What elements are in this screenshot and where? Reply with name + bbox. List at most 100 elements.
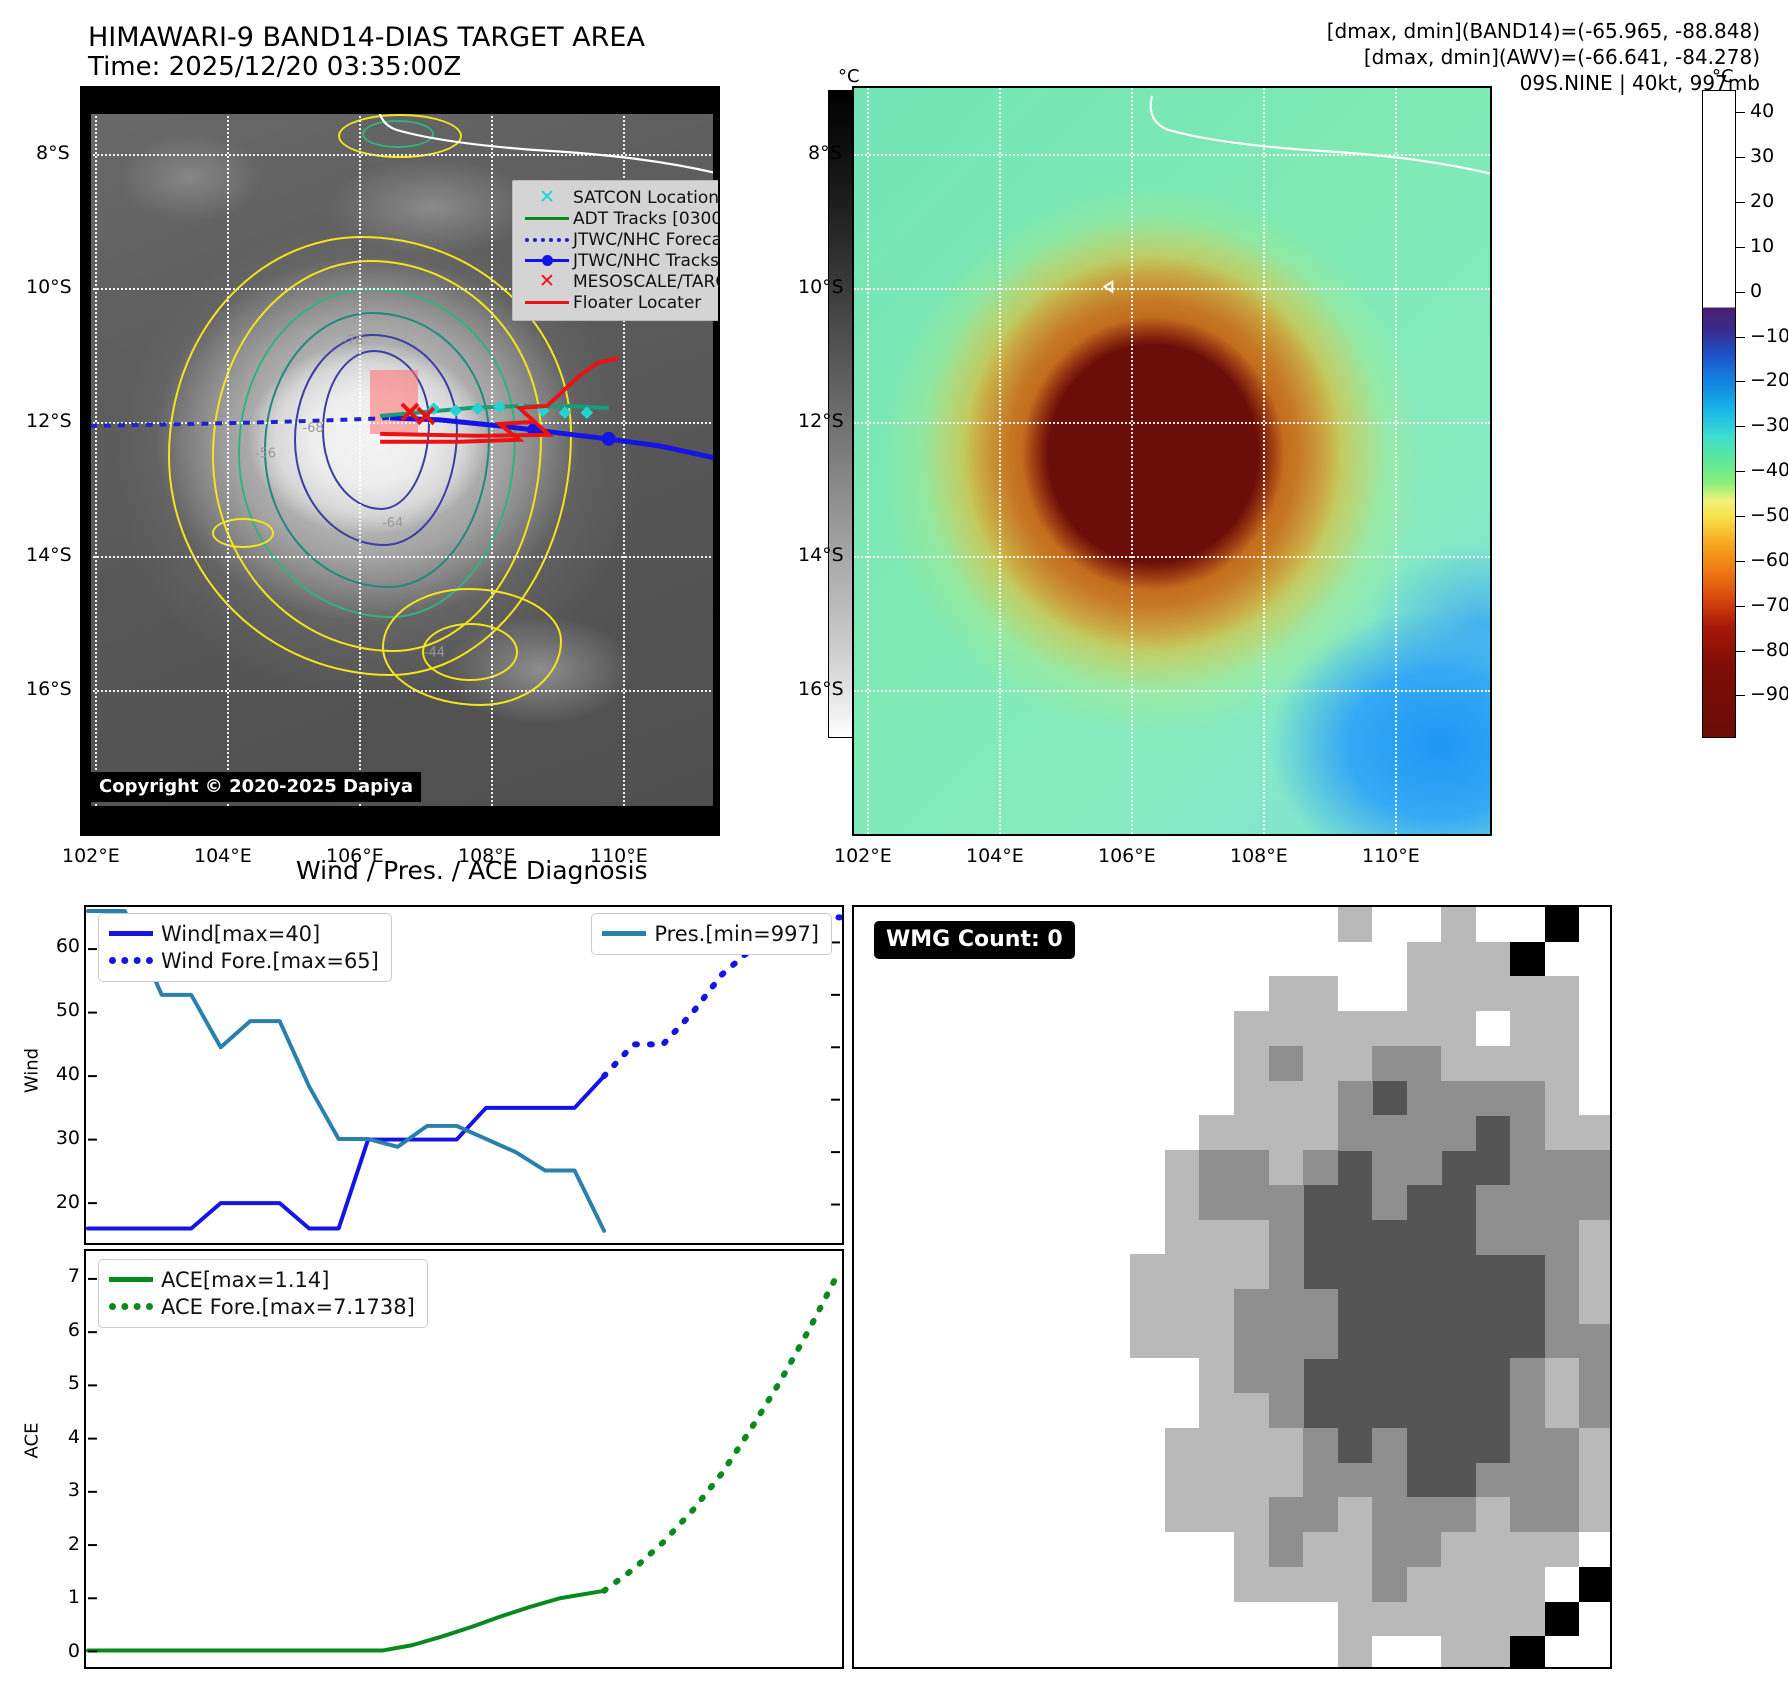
colorbar-tickmark (1736, 471, 1745, 473)
colorbar-tick-label: −30 (1750, 414, 1788, 437)
wmg-grid-cell (1544, 1115, 1581, 1151)
p2-grid-lon-104e (999, 88, 1001, 834)
wmg-grid-cell (1130, 1045, 1166, 1082)
wmg-grid-cell (923, 1011, 959, 1047)
wmg-grid-cell (1441, 1115, 1477, 1151)
wmg-grid-cell (1510, 1358, 1546, 1394)
wmg-grid-cell (1475, 976, 1511, 1012)
legend-item-jtwc-tracks[interactable]: JTWC/NHC Tracks [20/0000Z] (521, 250, 718, 271)
wmg-grid-cell (1406, 1115, 1442, 1151)
wmg-grid-cell (923, 1323, 959, 1360)
wmg-grid-cell (992, 1150, 1028, 1186)
wmg-grid-cell (854, 1601, 890, 1637)
p2-lat-tick-2: 12°S (798, 410, 844, 432)
wmg-grid-cell (1061, 1358, 1097, 1394)
wmg-grid-cell (1061, 1080, 1097, 1116)
wmg-grid-cell (1234, 1045, 1270, 1082)
axis-tick-label: 50 (55, 999, 80, 1022)
wmg-grid-cell (1303, 1011, 1339, 1047)
series-2-path (86, 908, 607, 1233)
legend-item-ace[interactable]: ACE[max=1.14] (109, 1266, 415, 1293)
p1-lon-tick-4: 110°E (590, 845, 648, 867)
wmg-grid-cell (1303, 1323, 1339, 1360)
legend-item-satcon[interactable]: ✕ SATCON Locations [0100Z 37 997] (521, 187, 718, 208)
solid-line-green-icon-2 (109, 1277, 161, 1282)
wmg-grid-cell (1268, 1184, 1304, 1221)
colorbar-right-ticks: 40 30 20 10 0 −10 −20 −30 −40 −50 −60 −70 −80 −90 (1736, 90, 1788, 738)
dmax-band14-text: [dmax, dmin](BAND14)=(-65.965, -88.848) (1326, 19, 1760, 43)
legend-item-wind-forecast[interactable]: Wind Fore.[max=65] (109, 947, 379, 974)
wmg-grid-cell (1544, 1045, 1581, 1082)
legend-item-jtwc-forecast[interactable]: JTWC/NHC Forecast [20/0000Z] (521, 229, 718, 250)
wmg-grid-cell (992, 1323, 1028, 1360)
legend-item-pressure[interactable]: Pres.[min=997] (602, 920, 819, 947)
wmg-panel[interactable]: WMG Count: 0 (852, 905, 1612, 1669)
legend-item-adt[interactable]: ADT Tracks [0300Z 49.0 997.0] (521, 208, 718, 229)
wmg-grid-cell (854, 1323, 890, 1360)
enhanced-ir-map[interactable] (852, 86, 1492, 836)
wmg-grid-cell (1406, 1497, 1442, 1533)
wmg-grid-cell (1199, 1358, 1235, 1394)
wmg-grid-cell (1544, 1393, 1581, 1429)
legend-item-floater[interactable]: Floater Locater (521, 292, 718, 313)
wmg-grid-cell (1544, 1080, 1581, 1116)
colorbar-tick-label: −50 (1750, 504, 1788, 527)
wmg-grid-cell (992, 1045, 1028, 1082)
legend-item-wind[interactable]: Wind[max=40] (109, 920, 379, 947)
dotted-line-blue-icon (521, 237, 573, 242)
wmg-grid-cell (1061, 1497, 1097, 1533)
wmg-grid-cell (1095, 1045, 1131, 1082)
wmg-grid-cell (1303, 1601, 1339, 1637)
wmg-grid-cell (1441, 1497, 1477, 1533)
wmg-grid-cell (957, 1115, 993, 1151)
wmg-grid-cell (923, 1358, 959, 1394)
wmg-grid-cell (1026, 1532, 1062, 1568)
wmg-grid-cell (1475, 941, 1511, 978)
wmg-grid-cell (1441, 941, 1477, 978)
wmg-grid-cell (1579, 976, 1610, 1012)
wmg-grid-cell (1095, 1636, 1131, 1667)
wmg-grid-cell (1303, 907, 1339, 943)
wind-pressure-chart[interactable]: Wind[max=40] Wind Fore.[max=65] Pres.[mi… (84, 905, 844, 1245)
wmg-grid-cell (1544, 1150, 1581, 1186)
axis-tick-label: 5 (67, 1372, 80, 1395)
grayscale-ir-map[interactable]: -76 -68 -56 -64 -44 Copyright © 2020-202… (80, 86, 720, 836)
wmg-grid-cell (1026, 1289, 1062, 1325)
wmg-grid-cell (1510, 1080, 1546, 1116)
wmg-grid-cell (923, 1254, 959, 1290)
wmg-grid-cell (923, 1636, 959, 1667)
map-legend[interactable]: ✕ SATCON Locations [0100Z 37 997] ADT Tr… (512, 180, 718, 321)
wmg-grid-cell (1268, 1011, 1304, 1047)
legend-item-ace-forecast[interactable]: ACE Fore.[max=7.1738] (109, 1293, 415, 1320)
wmg-grid-cell (1475, 1532, 1511, 1568)
ace-legend[interactable]: ACE[max=1.14] ACE Fore.[max=7.1738] (98, 1259, 428, 1328)
header-stats: [dmax, dmin](BAND14)=(-65.965, -88.848) … (1060, 18, 1760, 96)
wmg-grid-cell (957, 976, 993, 1012)
wmg-grid-cell (957, 1497, 993, 1533)
ace-chart[interactable]: ACE[max=1.14] ACE Fore.[max=7.1738] (84, 1249, 844, 1669)
contour-ring-outlier-d (422, 623, 518, 681)
legend-label-adt: ADT Tracks [0300Z 49.0 997.0] (573, 208, 718, 229)
wmg-grid-cell (923, 976, 959, 1012)
wmg-field (854, 907, 1610, 1667)
p1-lat-tick-4: 16°S (26, 678, 72, 700)
wmg-grid-cell (957, 1601, 993, 1637)
wmg-grid-cell (1268, 1427, 1304, 1464)
wmg-grid-cell (854, 1045, 890, 1082)
wmg-grid-cell (992, 1289, 1028, 1325)
wmg-grid-cell (1268, 941, 1304, 978)
wmg-grid-cell (1510, 1427, 1546, 1464)
pressure-legend[interactable]: Pres.[min=997] (591, 913, 832, 955)
wmg-grid-cell (1579, 1045, 1610, 1082)
wmg-grid-cell (1164, 907, 1201, 943)
legend-item-mesoscale[interactable]: ✕ MESOSCALE/TARGET Location (521, 271, 718, 292)
wmg-grid-cell (1095, 1323, 1131, 1360)
p2-grid-lat-12s (854, 422, 1490, 424)
wmg-grid-cell (1061, 1045, 1097, 1082)
axis-tick-label: 20 (55, 1190, 80, 1213)
wmg-grid-cell (1579, 1601, 1610, 1637)
wind-legend[interactable]: Wind[max=40] Wind Fore.[max=65] (98, 913, 392, 982)
colorbar-tickmark (1736, 246, 1745, 248)
wmg-grid-cell (1406, 1532, 1442, 1568)
